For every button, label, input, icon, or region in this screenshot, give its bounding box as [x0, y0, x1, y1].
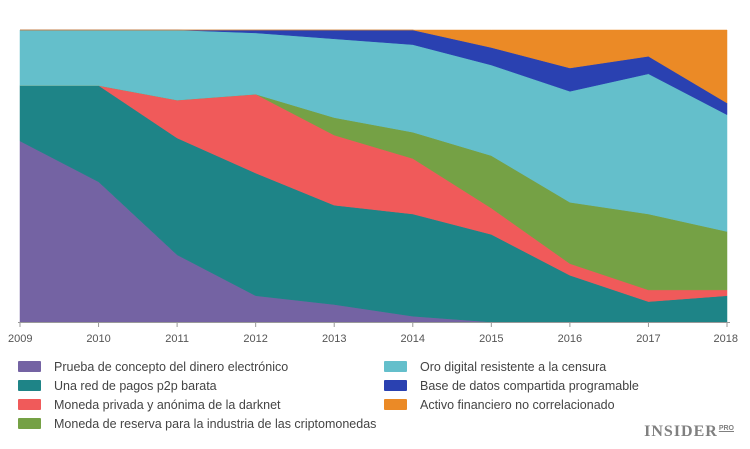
brand-suffix: PRO: [718, 425, 734, 432]
legend-swatch: [384, 361, 407, 372]
legend-label: Oro digital resistente a la censura: [420, 359, 607, 374]
legend-swatch: [384, 380, 407, 391]
legend-item: Activo financiero no correlacionado: [384, 395, 639, 414]
series-areas: [19, 29, 728, 323]
area-chart: 2009 2010 2011 2012 2013 2014 2015 2016 2017 2018: [8, 29, 738, 345]
x-tick-label: 2014: [401, 333, 425, 345]
legend-column-right: Oro digital resistente a la censura Base …: [384, 357, 639, 414]
x-tick-label: 2011: [165, 333, 189, 345]
legend-item: Prueba de concepto del dinero electrónic…: [18, 357, 376, 376]
legend-label: Activo financiero no correlacionado: [420, 397, 615, 412]
legend-swatch: [384, 399, 407, 410]
x-tick-label: 2018: [714, 333, 738, 345]
legend-item: Moneda privada y anónima de la darknet: [18, 395, 376, 414]
legend-swatch: [18, 361, 41, 372]
legend-swatch: [18, 418, 41, 429]
x-tick-label: 2012: [243, 333, 267, 345]
legend-label: Moneda privada y anónima de la darknet: [54, 397, 281, 412]
legend-item: Moneda de reserva para la industria de l…: [18, 414, 376, 433]
legend-label: Una red de pagos p2p barata: [54, 378, 217, 393]
legend-column-left: Prueba de concepto del dinero electrónic…: [18, 357, 376, 433]
x-tick-label: 2016: [558, 333, 582, 345]
area-series-7: [20, 29, 728, 104]
legend-item: Oro digital resistente a la censura: [384, 357, 639, 376]
legend-label: Moneda de reserva para la industria de l…: [54, 416, 377, 431]
x-tick-label: 2015: [479, 333, 503, 345]
brand-name: INSIDER: [644, 423, 718, 440]
brand-logo: INSIDER PRO: [644, 423, 734, 441]
legend: Prueba de concepto del dinero electrónic…: [18, 357, 738, 437]
x-axis: 2009 2010 2011 2012 2013 2014 2015 2016 2017 2018: [8, 322, 738, 345]
legend-item: Una red de pagos p2p barata: [18, 376, 376, 395]
x-tick-label: 2017: [636, 333, 660, 345]
legend-swatch: [18, 380, 41, 391]
x-tick-label: 2010: [86, 333, 110, 345]
x-tick-label: 2009: [8, 333, 32, 345]
legend-swatch: [18, 399, 41, 410]
legend-item: Base de datos compartida programable: [384, 376, 639, 395]
x-tick-label: 2013: [322, 333, 346, 345]
legend-label: Prueba de concepto del dinero electrónic…: [54, 359, 289, 374]
legend-label: Base de datos compartida programable: [420, 378, 639, 393]
